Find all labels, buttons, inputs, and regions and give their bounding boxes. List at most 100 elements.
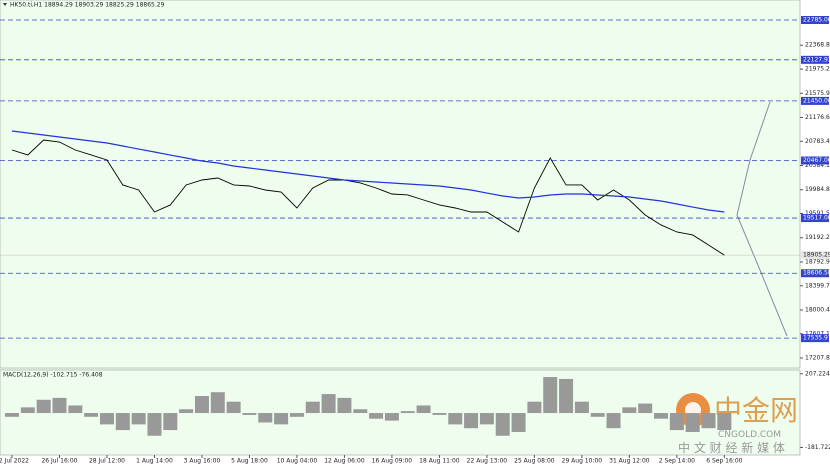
macd-bar <box>464 413 479 429</box>
macd-bar <box>606 413 621 429</box>
macd-bar <box>669 413 684 431</box>
macd-bar <box>274 413 289 425</box>
x-tick-label: 1 Aug 14:00 <box>136 458 173 465</box>
macd-bar <box>527 401 542 414</box>
x-tick-label: 29 Aug 10:00 <box>562 458 603 465</box>
level-label: 21450.00 <box>803 97 830 104</box>
level-label-box <box>801 334 829 343</box>
macd-bar <box>622 407 637 414</box>
macd-bar <box>68 405 83 414</box>
main-frame <box>0 0 801 369</box>
macd-bar <box>36 399 51 414</box>
y-tick-label: 21176.65 <box>805 114 830 121</box>
watermark: 中金网 CNGOLD.COM 中 文 财 经 新 媒 体 <box>676 393 798 455</box>
y-tick-label: 20384.10 <box>805 162 830 169</box>
x-tick-label: 12 Aug 06:00 <box>324 458 365 465</box>
plot-background <box>0 0 800 455</box>
watermark-site: CNGOLD.COM <box>718 430 781 440</box>
macd-frame <box>0 369 801 456</box>
macd-bar <box>495 413 510 436</box>
y-tick-label: 207.224 <box>805 370 830 377</box>
level-label: 22127.93 <box>803 56 830 63</box>
level-label: 17535.97 <box>803 335 830 342</box>
macd-bar <box>369 413 384 419</box>
moving-average-line <box>11 130 725 213</box>
y-tick-label: 22368.80 <box>805 42 830 49</box>
level-label-box <box>801 214 829 223</box>
macd-bar <box>131 413 146 425</box>
chart-title: HK50.ti,H1 18894.29 18903.29 18825.29 18… <box>10 2 165 9</box>
x-tick-label: 10 Aug 04:00 <box>277 458 318 465</box>
macd-bar <box>353 409 368 414</box>
macd-bar <box>289 413 304 417</box>
macd-bar <box>511 413 526 432</box>
projection-down <box>736 214 788 337</box>
level-label-box <box>801 156 829 165</box>
y-tick-label: 17607.15 <box>805 330 830 337</box>
x-tick-label: 22 Aug 13:00 <box>467 458 508 465</box>
macd-bar <box>226 401 241 414</box>
macd-bar <box>479 413 494 425</box>
macd-bar <box>590 413 605 417</box>
macd-bar <box>559 378 574 414</box>
macd-bar <box>210 392 225 414</box>
macd-bar <box>574 401 589 414</box>
y-tick-label: 20783.40 <box>805 138 830 145</box>
macd-bar <box>654 413 669 419</box>
last-price-box <box>801 251 829 260</box>
projection-up <box>736 101 771 216</box>
macd-bar <box>432 413 447 415</box>
macd-title: MACD(12,26,9) -102.715 -76.408 <box>3 372 103 379</box>
level-label: 18606.58 <box>803 270 830 277</box>
level-label-box <box>801 269 829 278</box>
y-tick-label: 18399.70 <box>805 282 830 289</box>
x-tick-label: 26 Jul 16:00 <box>41 458 77 465</box>
x-tick-label: 25 Aug 08:00 <box>514 458 555 465</box>
x-tick-label: 2 Sep 14:00 <box>659 458 695 465</box>
level-label: 20467.00 <box>803 157 830 164</box>
macd-bar <box>685 413 700 432</box>
menu-arrow <box>3 3 7 6</box>
macd-bar <box>179 409 194 414</box>
level-label-box <box>801 96 829 105</box>
x-tick-label: 22 Jul 2022 <box>0 458 29 465</box>
y-tick-label: 21575.95 <box>805 90 830 97</box>
x-tick-label: 6 Sep 16:00 <box>706 458 742 465</box>
macd-bar <box>84 413 99 417</box>
macd-bar <box>416 405 431 414</box>
last-price-label: 18905.29 <box>803 252 830 259</box>
y-tick-label: 21975.25 <box>805 66 830 73</box>
macd-bar <box>717 413 732 431</box>
macd-bar <box>99 413 114 425</box>
y-tick-label: 18792.95 <box>805 258 830 265</box>
macd-bar <box>52 397 67 414</box>
macd-bar <box>337 397 352 414</box>
y-tick-label: 19984.80 <box>805 186 830 193</box>
macd-bar <box>5 413 19 417</box>
y-tick-label: 17207.85 <box>805 355 830 362</box>
macd-bar <box>163 413 178 431</box>
macd-bar <box>448 413 463 425</box>
x-tick-label: 18 Aug 11:00 <box>419 458 460 465</box>
macd-bar <box>321 394 336 414</box>
macd-bar <box>305 401 320 414</box>
y-tick-label: 19192.25 <box>805 234 830 241</box>
macd-bar <box>701 413 716 429</box>
y-tick-label: 19591.55 <box>805 210 830 217</box>
x-tick-label: 31 Aug 12:00 <box>609 458 650 465</box>
x-tick-label: 3 Aug 16:00 <box>184 458 221 465</box>
macd-bar <box>242 413 257 415</box>
macd-bar <box>638 403 653 414</box>
y-tick-label: -181.722 <box>805 444 830 451</box>
x-tick-label: 28 Jul 12:00 <box>89 458 125 465</box>
macd-bar <box>258 413 273 423</box>
macd-bar <box>400 411 415 414</box>
level-label-box <box>801 16 829 24</box>
level-label-box <box>801 55 829 64</box>
level-label: 22785.00 <box>803 17 830 24</box>
macd-bar <box>194 395 209 414</box>
macd-bar <box>20 407 35 414</box>
macd-bar <box>147 413 162 436</box>
x-tick-label: 16 Aug 09:00 <box>372 458 413 465</box>
